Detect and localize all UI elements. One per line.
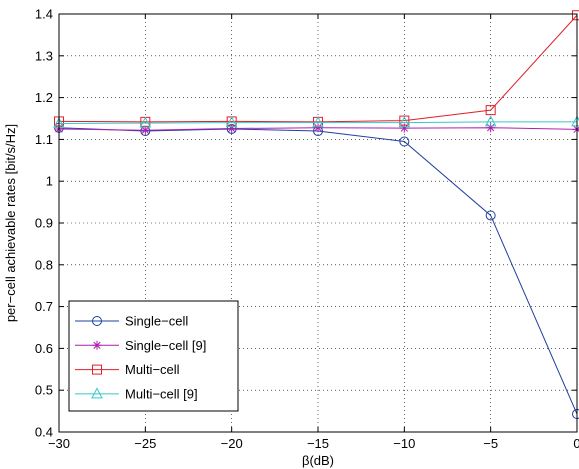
data-point-marker bbox=[399, 136, 410, 147]
legend-marker bbox=[92, 316, 102, 326]
data-point-marker bbox=[225, 116, 238, 128]
series-single-cell-9 bbox=[54, 123, 579, 135]
series-line bbox=[58, 121, 577, 125]
y-tick-label: 0.4 bbox=[35, 425, 53, 440]
legend-label: Single−cell [9] bbox=[125, 338, 206, 353]
data-point-marker bbox=[227, 124, 237, 134]
legend-marker bbox=[92, 364, 102, 375]
data-point-marker bbox=[485, 210, 496, 221]
data-point-marker bbox=[312, 116, 324, 128]
y-tick-label: 0.8 bbox=[35, 257, 53, 272]
data-point-marker bbox=[486, 123, 496, 133]
data-point-marker bbox=[139, 116, 152, 128]
y-tick-label: 1.4 bbox=[35, 7, 53, 22]
legend-entry: Multi−cell [9] bbox=[75, 386, 198, 401]
y-tick-label: 1.3 bbox=[35, 48, 53, 63]
legend-entry: Multi−cell bbox=[75, 362, 180, 377]
x-tick-label: 0 bbox=[573, 436, 579, 451]
x-tick-label: −25 bbox=[134, 436, 156, 451]
data-point-marker bbox=[313, 123, 323, 133]
legend-entry: Single−cell bbox=[75, 314, 188, 329]
x-tick-label: −5 bbox=[483, 436, 498, 451]
axis-ticks: −30 −25 −20 −15 −10 −5 0 0.4 0.5 0.6 0.7 0.8 0.9 1 1.1… bbox=[35, 7, 579, 452]
x-tick-label: −15 bbox=[307, 436, 329, 451]
data-point-marker bbox=[140, 125, 150, 135]
data-point-marker bbox=[485, 105, 496, 116]
legend-label: Multi−cell bbox=[125, 362, 180, 377]
legend-label: Single−cell bbox=[125, 314, 188, 329]
legend-entry: Single−cell [9] bbox=[75, 338, 206, 353]
series-line bbox=[58, 14, 578, 123]
y-tick-label: 0.7 bbox=[35, 299, 53, 314]
y-tick-label: 1.1 bbox=[35, 132, 53, 147]
legend-box bbox=[68, 300, 239, 412]
data-point-marker bbox=[399, 123, 409, 133]
y-tick-label: 0.5 bbox=[35, 383, 53, 398]
data-point-marker bbox=[399, 115, 410, 126]
legend: Single−cell Single−cell [9] Multi−cell Mult… bbox=[68, 300, 239, 412]
legend-label: Multi−cell [9] bbox=[125, 386, 198, 401]
series-multi-cell-9 bbox=[53, 115, 579, 129]
legend-marker bbox=[91, 387, 103, 399]
y-tick-label: 0.6 bbox=[35, 341, 53, 356]
x-tick-label: −10 bbox=[393, 436, 415, 451]
x-axis-label: β(dB) bbox=[302, 453, 334, 468]
x-tick-label: −20 bbox=[221, 436, 243, 451]
y-tick-label: 0.9 bbox=[35, 216, 53, 231]
x-tick-label: −30 bbox=[48, 436, 70, 451]
y-tick-label: 1.2 bbox=[35, 90, 53, 105]
y-axis-label: per−cell achievable rates [bit/s/Hz] bbox=[3, 124, 18, 322]
data-point-marker bbox=[484, 115, 497, 127]
legend-marker bbox=[92, 340, 102, 350]
y-tick-label: 1 bbox=[46, 174, 53, 189]
data-point-marker bbox=[398, 116, 411, 128]
